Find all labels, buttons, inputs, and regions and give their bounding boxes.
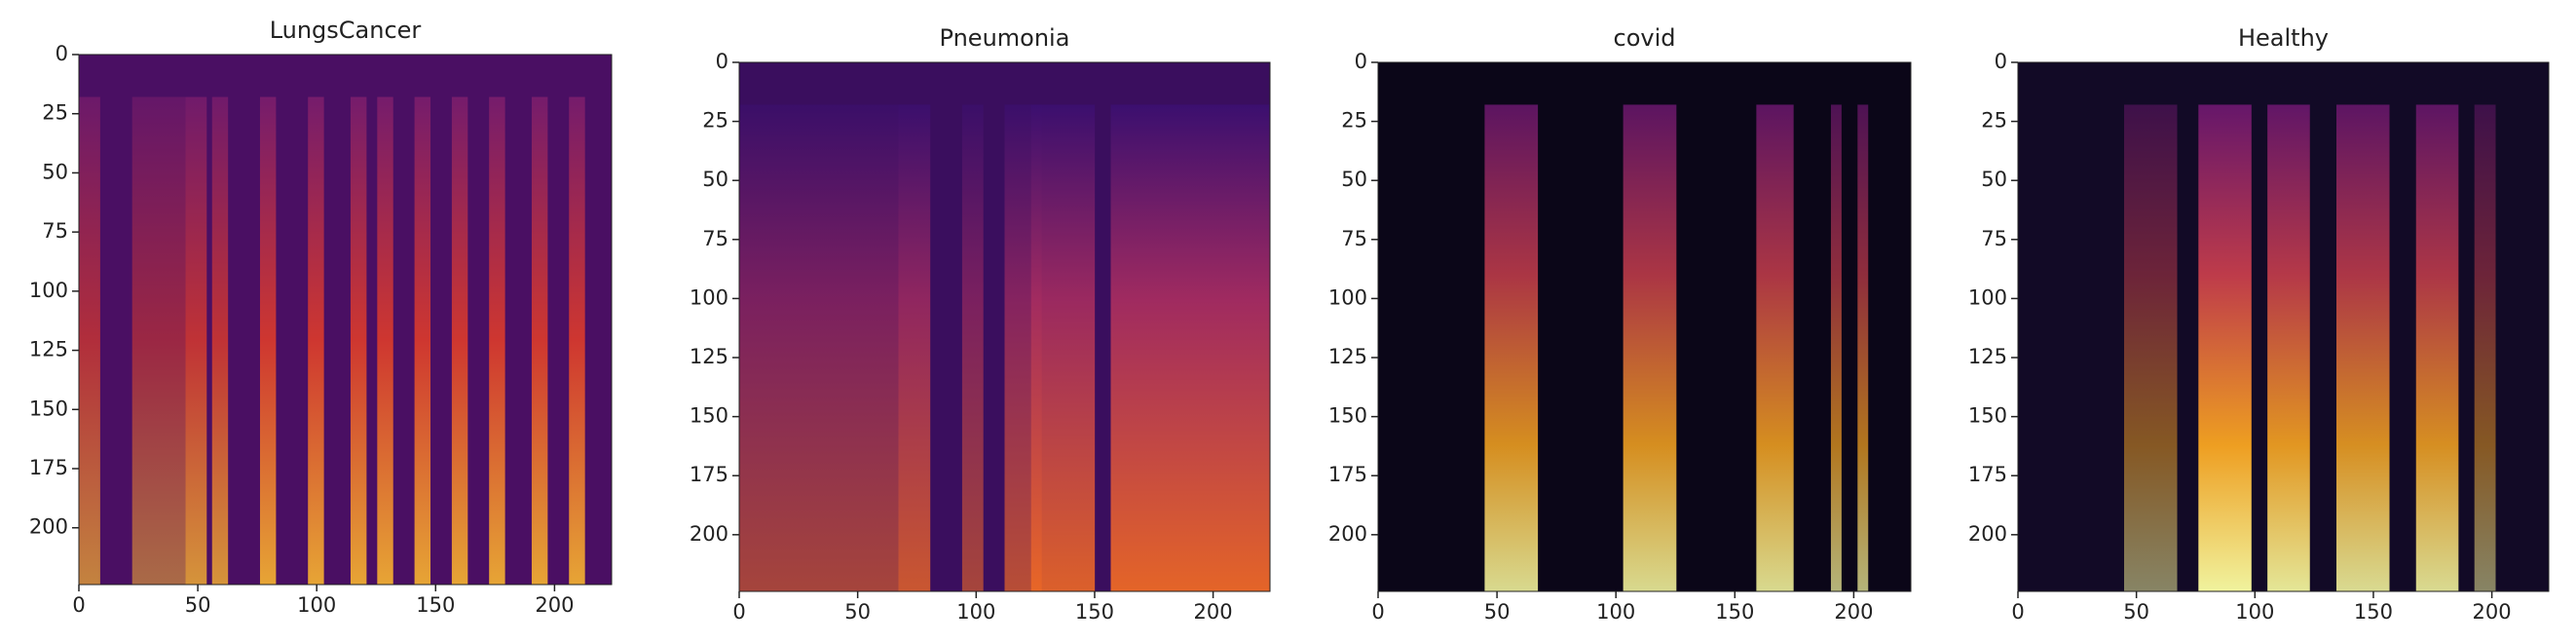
x-tick-label: 100 [956, 600, 995, 624]
spectrogram-band [489, 96, 505, 586]
x-tick-label: 200 [535, 593, 574, 617]
panel: LungsCancer 0 50 100 150 200 0 25 50 75 100 125 150 1… [29, 17, 613, 617]
y-tick-label: 175 [690, 463, 728, 486]
spectrogram-band [1756, 104, 1794, 591]
x-tick-label: 50 [2123, 600, 2149, 624]
spectrogram-band [1110, 104, 1270, 591]
y-tick-label: 125 [1328, 345, 1367, 368]
x-tick-label: 200 [1834, 600, 1873, 624]
spectrogram-band [898, 104, 931, 591]
spectrogram-band [259, 96, 277, 586]
panel-title: Pneumonia [940, 24, 1070, 52]
y-tick-label: 25 [1341, 109, 1367, 133]
y-tick-label: 100 [29, 279, 68, 302]
y-tick-label: 200 [1328, 522, 1367, 546]
spectrogram-band [1484, 104, 1539, 591]
image-frame [738, 61, 1271, 592]
x-tick-label: 50 [1484, 600, 1511, 624]
spectrogram-band [569, 96, 585, 586]
panel-title: Healthy [2238, 24, 2329, 52]
y-tick-label: 125 [1968, 345, 2007, 368]
x-tick-label: 0 [732, 600, 745, 624]
panel: covid 0 50 100 150 200 0 25 50 75 100 125 150 175 200 [1328, 24, 1912, 624]
spectrogram-band [531, 96, 548, 586]
y-tick-label: 25 [702, 109, 728, 133]
spectrogram-band [1830, 104, 1842, 591]
spectrogram-band [2336, 104, 2390, 591]
x-tick-label: 0 [2011, 600, 2024, 624]
x-tick-label: 100 [2235, 600, 2274, 624]
y-tick-label: 50 [42, 160, 68, 183]
y-tick-label: 50 [1981, 168, 2007, 191]
image-frame [1377, 61, 1912, 592]
spectrogram-band [961, 104, 984, 591]
x-tick-label: 100 [1596, 600, 1635, 624]
y-tick-label: 100 [1968, 285, 2007, 309]
x-tick-label: 50 [185, 593, 211, 617]
spectrogram-band [1030, 104, 1096, 591]
panel-title: covid [1614, 24, 1676, 52]
spectrogram-band [1623, 104, 1677, 591]
y-tick-label: 0 [716, 50, 728, 73]
x-tick-label: 150 [416, 593, 455, 617]
panel-title: LungsCancer [270, 17, 422, 44]
y-tick-label: 0 [1355, 50, 1367, 73]
y-tick-label: 150 [29, 397, 68, 420]
spectrogram-band [211, 96, 229, 586]
y-tick-label: 125 [690, 345, 728, 368]
y-tick-label: 75 [42, 219, 68, 243]
y-tick-label: 75 [1341, 227, 1367, 250]
image-frame [78, 54, 613, 586]
y-tick-label: 175 [1968, 463, 2007, 486]
x-tick-label: 0 [72, 593, 85, 617]
spectrogram-band [2198, 104, 2252, 591]
y-tick-label: 0 [1995, 50, 2007, 73]
spectrogram-band [2415, 104, 2459, 591]
y-tick-label: 100 [1328, 285, 1367, 309]
spectrogram-band [308, 96, 324, 586]
y-tick-label: 200 [690, 522, 728, 546]
y-tick-label: 200 [1968, 522, 2007, 546]
spectrogram-band [2124, 104, 2178, 591]
y-tick-label: 50 [1341, 168, 1367, 191]
spectrogram-band [739, 104, 899, 591]
y-tick-label: 150 [690, 404, 728, 428]
y-tick-label: 0 [56, 42, 68, 65]
y-tick-label: 25 [1981, 109, 2007, 133]
x-tick-label: 200 [2473, 600, 2512, 624]
panel: Pneumonia 0 50 100 150 200 0 25 50 75 100 125 150 175… [690, 24, 1271, 624]
spectrogram-band [2474, 104, 2496, 591]
y-tick-label: 75 [702, 227, 728, 250]
spectrogram-band [1857, 104, 1869, 591]
y-tick-label: 175 [29, 456, 68, 479]
y-tick-label: 200 [29, 515, 68, 539]
x-tick-label: 150 [1715, 600, 1754, 624]
x-tick-label: 150 [1075, 600, 1114, 624]
spectrogram-band [350, 96, 367, 586]
image-frame [2017, 61, 2550, 592]
x-tick-label: 100 [297, 593, 336, 617]
spectrogram-band [185, 96, 207, 586]
y-tick-label: 75 [1981, 227, 2007, 250]
x-tick-label: 200 [1194, 600, 1233, 624]
y-tick-label: 175 [1328, 463, 1367, 486]
spectrogram-band [131, 96, 186, 586]
spectrogram-band [451, 96, 468, 586]
spectrogram-band [377, 96, 393, 586]
y-tick-label: 150 [1328, 404, 1367, 428]
x-tick-label: 50 [844, 600, 871, 624]
x-tick-label: 150 [2354, 600, 2393, 624]
y-tick-label: 150 [1968, 404, 2007, 428]
spectrogram-band [2267, 104, 2310, 591]
spectrogram-band [79, 96, 100, 586]
x-tick-label: 0 [1371, 600, 1384, 624]
y-tick-label: 25 [42, 101, 68, 125]
panel: Healthy 0 50 100 150 200 0 25 50 75 100 125 150 175 20… [1968, 24, 2550, 624]
spectrogram-band [414, 96, 431, 586]
y-tick-label: 125 [29, 338, 68, 361]
y-tick-label: 50 [702, 168, 728, 191]
y-tick-label: 100 [690, 285, 728, 309]
